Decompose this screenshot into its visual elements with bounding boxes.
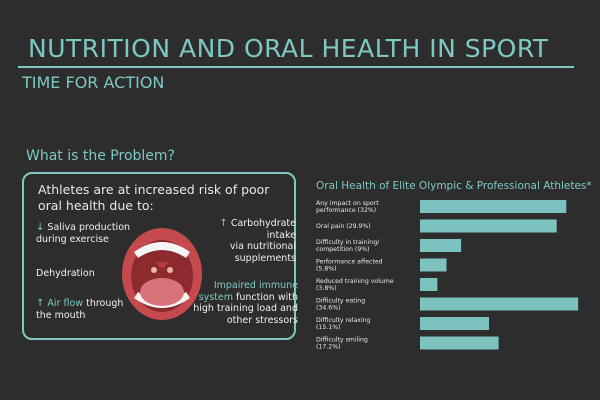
factor-immune-strong: Impaired immune system — [198, 280, 298, 303]
problem-intro: Athletes are at increased risk of poor o… — [38, 182, 270, 213]
factor-immune: Impaired immune system function with hig… — [190, 280, 298, 326]
factor-carb-rest: via nutritional supplements — [229, 241, 296, 264]
factor-airflow-rest1: through — [86, 298, 124, 309]
factor-airflow: ↑ Air flow through the mouth — [36, 298, 136, 321]
problem-box: Athletes are at increased risk of poor o… — [22, 172, 298, 340]
bar — [420, 336, 499, 350]
factor-airflow-rest2: the mouth — [36, 309, 86, 321]
open-mouth-icon — [122, 228, 202, 320]
bar — [420, 239, 462, 252]
bar-label: Difficulty relaxing (15.1%) — [316, 317, 371, 331]
bar-label: Difficulty smiling (17.2%) — [316, 336, 368, 350]
bar — [420, 317, 490, 330]
page-subtitle: TIME FOR ACTION — [22, 73, 165, 92]
bar-label: Performance affected (5.8%) — [316, 258, 383, 272]
bar-label: Difficulty in training/competition (9%) — [316, 239, 380, 253]
factor-immune-rest: function with high training load and oth… — [193, 291, 298, 326]
bar-label: Oral pain (29.9%) — [316, 223, 371, 230]
factor-airflow-strong: Air flow — [47, 298, 84, 309]
down-arrow-icon: ↓ — [36, 222, 45, 233]
factor-carb-strong: Carbohydrate intake — [230, 218, 296, 241]
title-rule — [18, 66, 574, 68]
factor-saliva-strong: Saliva production — [47, 222, 131, 233]
oral-health-bar-chart: Any impact on sport performance (32%) Oral… — [316, 200, 579, 351]
bar-label: Difficulty eating (34.6%) — [316, 297, 365, 311]
page-title: NUTRITION AND ORAL HEALTH IN SPORT — [28, 34, 549, 63]
bar — [420, 258, 447, 272]
up-arrow-icon: ↑ — [36, 298, 45, 309]
up-arrow-icon: ↑ — [219, 218, 228, 229]
factor-carbohydrate: ↑ Carbohydrate intake via nutritional su… — [198, 218, 296, 264]
factor-saliva-rest: during exercise — [36, 233, 109, 245]
bar — [420, 297, 579, 311]
bar — [420, 278, 438, 291]
factor-saliva: ↓ Saliva production during exercise — [36, 222, 136, 245]
factor-dehydration: Dehydration — [36, 268, 95, 279]
bar-label: Reduced training volume (3.8%) — [316, 278, 394, 292]
bar-label: Any impact on sport performance (32%) — [316, 200, 379, 214]
problem-heading: What is the Problem? — [26, 148, 175, 164]
chart-title: Oral Health of Elite Olympic & Professio… — [316, 180, 592, 192]
bar — [420, 219, 557, 233]
bar — [420, 200, 567, 213]
